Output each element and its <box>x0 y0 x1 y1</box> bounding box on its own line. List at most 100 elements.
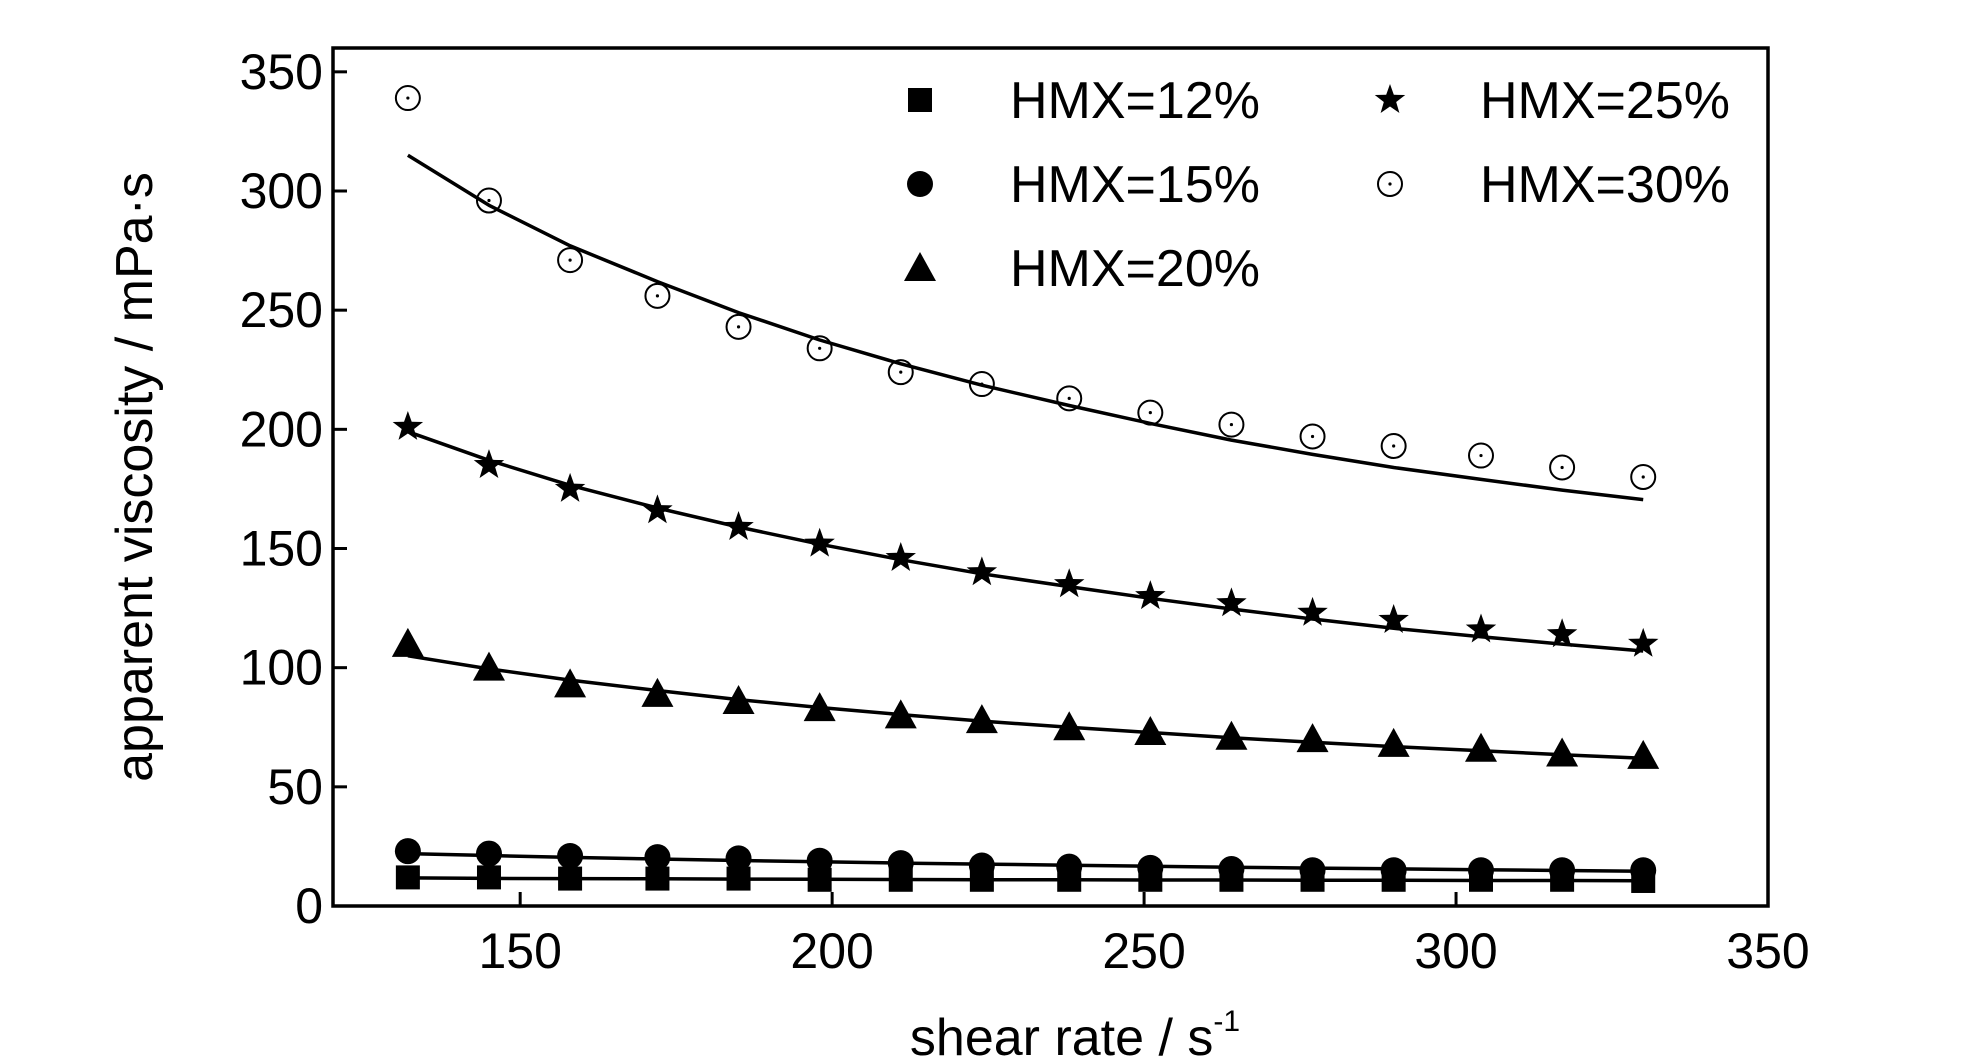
data-point <box>558 866 583 891</box>
legend-item: HMX=30% <box>1377 156 1730 214</box>
data-point <box>476 865 501 890</box>
legend-marker <box>1374 84 1406 113</box>
data-point <box>642 494 673 524</box>
data-point <box>1134 716 1167 746</box>
legend-label: HMX=20% <box>1010 240 1260 298</box>
data-point <box>1630 857 1657 884</box>
legend: HMX=12% HMX=15% HMX=20% HMX=25% HMX=30% <box>904 72 1730 298</box>
data-point <box>1465 732 1497 762</box>
data-point <box>1297 596 1328 626</box>
data-point <box>395 865 420 890</box>
y-tick-label: 150 <box>240 521 323 577</box>
fit-line <box>407 430 1644 653</box>
data-point <box>1218 856 1245 883</box>
data-point <box>966 556 998 586</box>
data-point <box>557 247 584 274</box>
data-point <box>645 866 670 891</box>
fit-lines <box>406 153 1644 883</box>
data-point <box>1549 454 1576 481</box>
y-tick-label: 350 <box>240 44 323 100</box>
x-axis-title: shear rate / s-1 <box>910 1005 1240 1062</box>
axis-ticks: 150 200 250 300 350 0 50 100 150 200 250 300 350 <box>240 44 1810 979</box>
data-point <box>1056 385 1083 412</box>
legend-marker <box>907 171 933 197</box>
data-point <box>392 410 424 440</box>
data-point <box>884 699 917 729</box>
data-point <box>1056 853 1083 880</box>
data-point <box>725 845 752 872</box>
x-axis-title-superscript: -1 <box>1213 1005 1240 1038</box>
data-point <box>473 449 505 479</box>
data-point <box>644 282 671 309</box>
data-point <box>394 838 421 865</box>
legend-label: HMX=12% <box>1010 72 1260 130</box>
data-point <box>1380 857 1407 884</box>
legend-label: HMX=25% <box>1480 72 1730 130</box>
legend-item: HMX=25% <box>1374 72 1730 130</box>
data-point <box>394 85 421 112</box>
data-point <box>1216 587 1247 617</box>
x-tick-label: 350 <box>1726 923 1809 979</box>
data-point <box>1468 857 1494 884</box>
x-tick-label: 150 <box>478 923 561 979</box>
plot-frame <box>331 46 1770 908</box>
x-axis-title-base: shear rate / s <box>910 1009 1213 1062</box>
legend-item: HMX=12% <box>908 72 1260 130</box>
fit-line <box>407 851 1644 873</box>
y-axis-title: apparent viscosity / mPa·s <box>106 172 164 782</box>
y-tick-label: 250 <box>240 282 323 338</box>
x-tick-label: 300 <box>1414 923 1497 979</box>
data-point <box>1053 711 1086 741</box>
data-point <box>885 542 916 571</box>
y-tick-label: 0 <box>295 878 323 934</box>
data-point <box>1628 627 1659 657</box>
data-point <box>1137 399 1164 426</box>
fit-line <box>406 153 1644 502</box>
legend-marker <box>904 252 936 281</box>
data-point <box>644 844 671 871</box>
data-point <box>391 627 424 657</box>
data-point <box>725 313 752 340</box>
data-point <box>1296 723 1329 753</box>
data-point <box>887 850 914 877</box>
data-point <box>1054 568 1085 598</box>
data-point <box>1546 618 1578 648</box>
legend-item: HMX=15% <box>907 156 1260 214</box>
data-point <box>1135 580 1166 610</box>
data-point <box>1137 854 1164 881</box>
data-point <box>1468 442 1494 469</box>
data-point <box>557 842 584 869</box>
data-point <box>965 704 998 734</box>
data-point <box>806 335 833 362</box>
legend-label: HMX=15% <box>1010 156 1260 214</box>
data-point <box>475 187 502 214</box>
data-point <box>472 651 505 681</box>
y-tick-label: 200 <box>240 401 323 457</box>
data-point <box>1549 857 1576 884</box>
data-point <box>806 847 833 874</box>
data-point <box>1218 411 1245 438</box>
data-point <box>641 677 674 707</box>
y-tick-label: 300 <box>240 163 323 219</box>
data-point <box>1465 613 1497 643</box>
data-point <box>475 840 502 867</box>
legend-marker <box>908 88 932 112</box>
x-tick-label: 200 <box>790 923 873 979</box>
x-tick-label: 250 <box>1102 923 1185 979</box>
data-point <box>968 852 995 879</box>
data-point <box>887 359 914 386</box>
data-point <box>803 692 836 722</box>
data-point <box>554 472 586 502</box>
data-point <box>1380 433 1407 460</box>
legend-item: HMX=20% <box>904 240 1260 298</box>
legend-label: HMX=30% <box>1480 156 1730 214</box>
data-point <box>1299 857 1326 884</box>
legend-marker <box>1377 171 1403 197</box>
data-point <box>1299 423 1326 450</box>
data-point <box>1546 737 1579 767</box>
fit-line <box>407 654 1644 760</box>
data-point <box>1627 739 1660 769</box>
data-point <box>1377 727 1410 757</box>
fit-line <box>407 876 1644 883</box>
